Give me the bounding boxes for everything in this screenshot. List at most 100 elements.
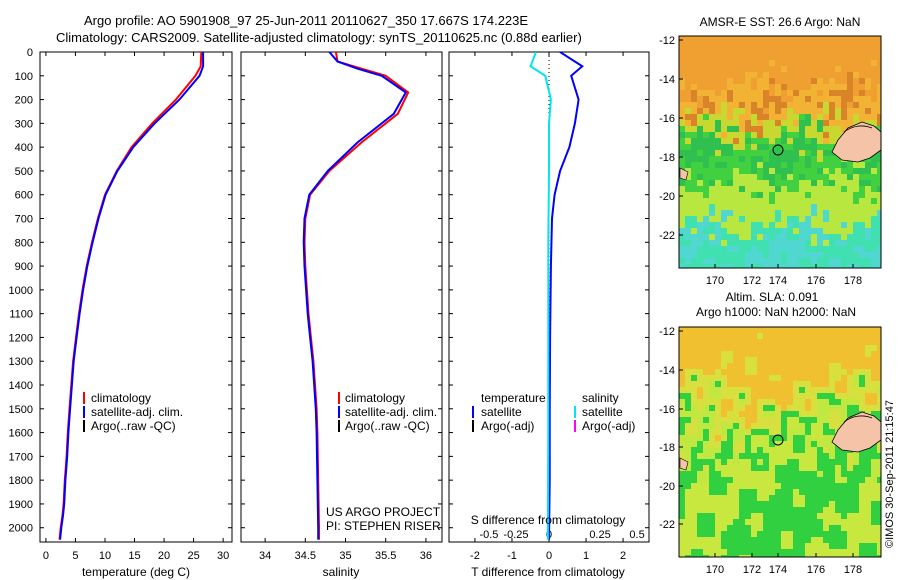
map-cell [769,204,776,211]
map-cell [853,381,860,388]
map-cell [787,96,794,103]
map-cell [685,114,692,121]
map-cell [715,234,722,241]
map-cell [715,126,722,133]
map-cell [703,489,710,496]
map-cell [835,240,842,247]
map-cell [817,54,824,61]
map-cell [781,411,788,418]
map-cell [721,381,728,388]
map-cell [703,192,710,199]
map-cell [847,327,854,334]
map-cell [781,228,788,235]
map-cell [745,102,752,109]
map-cell [721,228,728,235]
map-cell [865,36,872,43]
map-cell [865,66,872,73]
map-cell [775,192,782,199]
map-cell [745,459,752,466]
map-cell [799,351,806,358]
map-cell [787,228,794,235]
map-cell [811,42,818,49]
map-cell [793,162,800,169]
map-cell [769,555,776,557]
s-difference-label: S difference from climatology [471,513,626,527]
map-cell [871,42,878,49]
map-cell [709,447,716,454]
map-cell [721,555,728,557]
map-cell [715,36,722,43]
map-cell [733,555,740,557]
map-cell [865,471,872,478]
depth-tick-label: 100 [15,71,33,83]
map-cell [787,351,794,358]
map-cell [709,186,716,193]
map-cell [835,174,842,181]
map-cell [727,210,734,217]
map-cell [697,447,704,454]
map-cell [877,381,881,388]
map-cell [697,399,704,406]
map-cell [817,66,824,73]
map-cell [691,351,698,358]
map-cell [865,102,872,109]
map-cell [877,222,881,229]
map-cell [847,393,854,400]
map-cell [799,375,806,382]
map-cell [703,327,710,334]
map-cell [679,90,686,97]
map-cell [763,351,770,358]
map-cell [727,156,734,163]
map-cell [805,411,812,418]
map-cell [697,483,704,490]
map-cell [781,333,788,340]
map-lon-label: 178 [844,275,862,287]
map-cell [781,435,788,442]
map-cell [697,36,704,43]
map-cell [763,501,770,508]
map-cell [787,513,794,520]
map-cell [775,489,782,496]
map-cell [859,246,866,253]
map-cell [757,363,764,370]
map-cell [847,543,854,550]
map-cell [859,84,866,91]
map-cell [799,132,806,139]
map-cell [757,222,764,229]
map-cell [853,42,860,49]
map-cell [841,405,848,412]
map-cell [799,60,806,67]
map-cell [733,72,740,79]
map-cell [769,375,776,382]
map-cell [703,345,710,352]
x-tick-label: 2 [620,550,626,562]
map-cell [733,216,740,223]
map-cell [685,441,692,448]
map-cell [877,48,881,55]
map-cell [805,345,812,352]
map-cell [823,246,830,253]
map-cell [799,363,806,370]
map-cell [739,216,746,223]
map-cell [745,66,752,73]
map-cell [871,78,878,85]
map-cell [877,459,881,466]
map-cell [871,258,878,265]
map-cell [679,405,686,412]
map-cell [823,36,830,43]
legend-satellite-adj: satellite-adj. clim. [91,405,183,419]
map-cell [835,168,842,175]
map-cell [817,411,824,418]
map-cell [727,351,734,358]
map-cell [769,345,776,352]
map-cell [703,459,710,466]
map-cell [715,363,722,370]
map-cell [709,174,716,181]
map-cell [823,228,830,235]
map-cell [835,120,842,127]
map-cell [853,180,860,187]
map-cell [733,393,740,400]
map-cell [877,84,881,91]
map-cell [793,114,800,121]
map-cell [745,150,752,157]
